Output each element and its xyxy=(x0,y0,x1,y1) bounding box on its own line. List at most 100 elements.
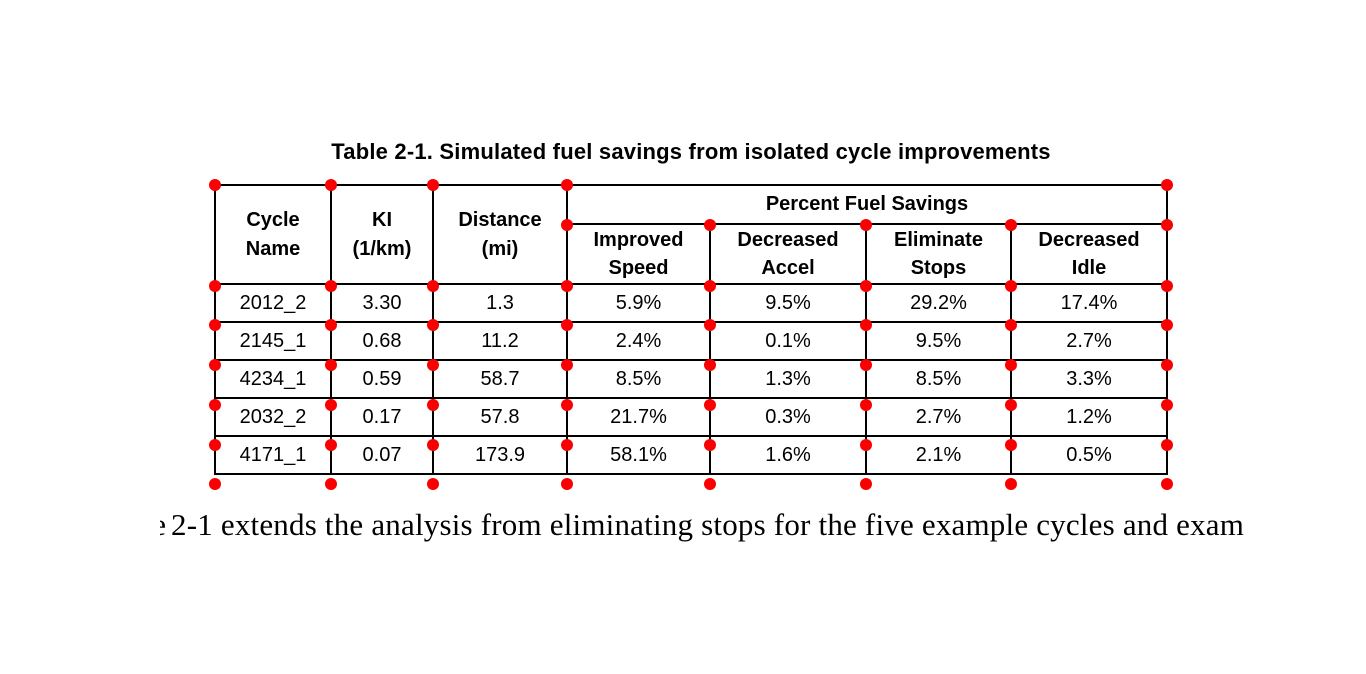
grid-vertex-handle[interactable] xyxy=(209,478,221,490)
grid-vertex-handle[interactable] xyxy=(860,439,872,451)
grid-vertex-handle[interactable] xyxy=(427,179,439,191)
table-row: 2032_2 0.17 57.8 21.7% 0.3% 2.7% 1.2% xyxy=(214,397,1168,437)
grid-vertex-handle[interactable] xyxy=(1161,179,1173,191)
grid-vertex-handle[interactable] xyxy=(325,359,337,371)
cell-eliminate-stops: 29.2% xyxy=(865,283,1012,323)
cell-decreased-idle: 3.3% xyxy=(1010,359,1168,399)
grid-vertex-handle[interactable] xyxy=(704,280,716,292)
grid-vertex-handle[interactable] xyxy=(704,359,716,371)
grid-vertex-handle[interactable] xyxy=(561,439,573,451)
grid-vertex-handle[interactable] xyxy=(427,359,439,371)
grid-vertex-handle[interactable] xyxy=(561,478,573,490)
grid-vertex-handle[interactable] xyxy=(427,399,439,411)
grid-vertex-handle[interactable] xyxy=(561,399,573,411)
grid-vertex-handle[interactable] xyxy=(1005,319,1017,331)
cell-decreased-accel: 9.5% xyxy=(709,283,867,323)
table-caption: Table 2-1. Simulated fuel savings from i… xyxy=(331,139,1051,164)
clipped-text-fragment: e xyxy=(160,507,166,549)
grid-vertex-handle[interactable] xyxy=(860,219,872,231)
col-header-cycle-name: Cycle Name xyxy=(214,184,332,285)
cell-distance: 11.2 xyxy=(432,321,568,361)
cell-eliminate-stops: 9.5% xyxy=(865,321,1012,361)
cell-eliminate-stops: 2.7% xyxy=(865,397,1012,437)
grid-vertex-handle[interactable] xyxy=(1161,219,1173,231)
grid-vertex-handle[interactable] xyxy=(704,439,716,451)
grid-vertex-handle[interactable] xyxy=(704,219,716,231)
header-row-sub: Improved Speed Decreased Accel Eliminate… xyxy=(215,223,1168,285)
grid-vertex-handle[interactable] xyxy=(427,319,439,331)
grid-vertex-handle[interactable] xyxy=(561,280,573,292)
body-text-line: 2-1 extends the analysis from eliminatin… xyxy=(171,507,1245,542)
grid-vertex-handle[interactable] xyxy=(704,399,716,411)
grid-vertex-handle[interactable] xyxy=(860,478,872,490)
grid-vertex-handle[interactable] xyxy=(209,359,221,371)
header-row-top: Cycle Name KI (1/km) Distance (mi) Perce… xyxy=(214,184,1168,285)
grid-vertex-handle[interactable] xyxy=(1005,399,1017,411)
cell-decreased-idle: 2.7% xyxy=(1010,321,1168,361)
grid-vertex-handle[interactable] xyxy=(561,219,573,231)
grid-vertex-handle[interactable] xyxy=(1161,439,1173,451)
grid-vertex-handle[interactable] xyxy=(1005,219,1017,231)
col-header-improved-speed: Improved Speed xyxy=(566,223,711,285)
grid-vertex-handle[interactable] xyxy=(860,399,872,411)
grid-vertex-handle[interactable] xyxy=(860,319,872,331)
cell-improved-speed: 8.5% xyxy=(566,359,711,399)
grid-vertex-handle[interactable] xyxy=(1005,359,1017,371)
cell-decreased-idle: 17.4% xyxy=(1010,283,1168,323)
grid-vertex-handle[interactable] xyxy=(209,439,221,451)
cell-improved-speed: 21.7% xyxy=(566,397,711,437)
grid-vertex-handle[interactable] xyxy=(325,280,337,292)
grid-vertex-handle[interactable] xyxy=(325,179,337,191)
grid-vertex-handle[interactable] xyxy=(325,399,337,411)
cell-decreased-accel: 1.6% xyxy=(709,435,867,475)
grid-vertex-handle[interactable] xyxy=(209,280,221,292)
grid-vertex-handle[interactable] xyxy=(860,359,872,371)
col-header-ki: KI (1/km) xyxy=(330,184,434,285)
grid-vertex-handle[interactable] xyxy=(561,179,573,191)
cell-decreased-idle: 0.5% xyxy=(1010,435,1168,475)
grid-vertex-handle[interactable] xyxy=(1161,359,1173,371)
grid-vertex-handle[interactable] xyxy=(325,439,337,451)
grid-vertex-handle[interactable] xyxy=(1161,478,1173,490)
grid-vertex-handle[interactable] xyxy=(427,280,439,292)
grid-vertex-handle[interactable] xyxy=(209,319,221,331)
grid-vertex-handle[interactable] xyxy=(1005,280,1017,292)
grid-vertex-handle[interactable] xyxy=(1161,280,1173,292)
grid-vertex-handle[interactable] xyxy=(860,280,872,292)
cell-decreased-accel: 1.3% xyxy=(709,359,867,399)
cell-ki: 3.30 xyxy=(330,283,434,323)
cell-improved-speed: 5.9% xyxy=(566,283,711,323)
col-header-decreased-idle: Decreased Idle xyxy=(1010,223,1168,285)
col-header-eliminate-stops: Eliminate Stops xyxy=(865,223,1012,285)
grid-vertex-handle[interactable] xyxy=(1005,439,1017,451)
cell-cycle-name: 2012_2 xyxy=(214,283,332,323)
grid-vertex-handle[interactable] xyxy=(561,319,573,331)
grid-vertex-handle[interactable] xyxy=(325,319,337,331)
grid-vertex-handle[interactable] xyxy=(325,478,337,490)
table-row: 4234_1 0.59 58.7 8.5% 1.3% 8.5% 3.3% xyxy=(214,359,1168,399)
grid-vertex-handle[interactable] xyxy=(427,478,439,490)
cell-improved-speed: 58.1% xyxy=(566,435,711,475)
fuel-savings-table: Cycle Name KI (1/km) Distance (mi) Perce… xyxy=(214,184,1168,475)
cell-cycle-name: 2145_1 xyxy=(214,321,332,361)
table-row: 4171_1 0.07 173.9 58.1% 1.6% 2.1% 0.5% xyxy=(214,435,1168,475)
grid-vertex-handle[interactable] xyxy=(427,439,439,451)
grid-vertex-handle[interactable] xyxy=(704,319,716,331)
cell-distance: 173.9 xyxy=(432,435,568,475)
grid-vertex-handle[interactable] xyxy=(561,359,573,371)
grid-vertex-handle[interactable] xyxy=(1161,399,1173,411)
span-header-percent-fuel-savings: Percent Fuel Savings xyxy=(566,184,1168,225)
col-header-decreased-accel: Decreased Accel xyxy=(709,223,867,285)
table-row: 2145_1 0.68 11.2 2.4% 0.1% 9.5% 2.7% xyxy=(214,321,1168,361)
cell-improved-speed: 2.4% xyxy=(566,321,711,361)
grid-vertex-handle[interactable] xyxy=(704,478,716,490)
cell-cycle-name: 4171_1 xyxy=(214,435,332,475)
grid-vertex-handle[interactable] xyxy=(209,399,221,411)
grid-vertex-handle[interactable] xyxy=(1005,478,1017,490)
cell-decreased-accel: 0.3% xyxy=(709,397,867,437)
grid-vertex-handle[interactable] xyxy=(209,179,221,191)
cell-ki: 0.68 xyxy=(330,321,434,361)
grid-vertex-handle[interactable] xyxy=(1161,319,1173,331)
cell-eliminate-stops: 8.5% xyxy=(865,359,1012,399)
